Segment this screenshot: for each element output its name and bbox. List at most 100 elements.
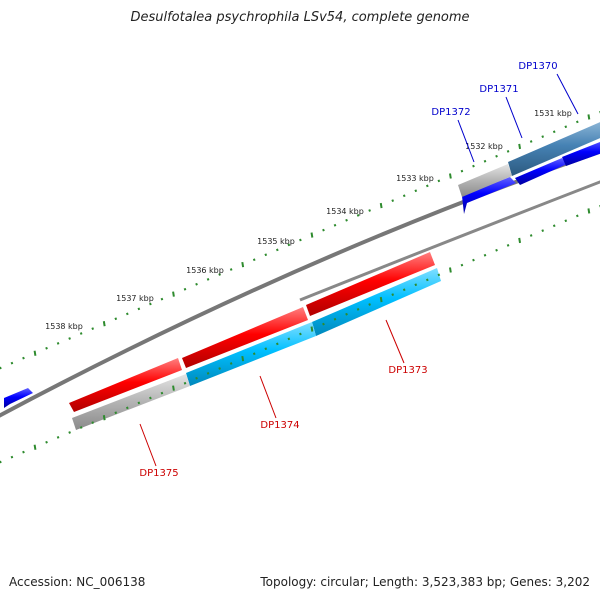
gene-label: DP1372 (431, 107, 470, 118)
ruler-minor-tick (56, 342, 60, 345)
ruler-minor-tick (564, 219, 568, 223)
ruler-minor-tick (322, 322, 325, 326)
ruler-minor-tick (160, 297, 164, 301)
ruler-minor-tick (472, 164, 475, 168)
map-title: Desulfotalea psychrophila LSv54, complet… (130, 10, 470, 25)
ruler-minor-tick (460, 169, 464, 173)
forward-cds-right-3 (562, 141, 600, 166)
ruler-minor-tick (229, 362, 233, 365)
other-feature-gray-top (458, 164, 512, 197)
ruler-major-tick (33, 350, 37, 356)
ruler-minor-tick (160, 391, 164, 395)
ruler-minor-tick (437, 179, 441, 183)
reverse-cds-dp1375 (69, 358, 182, 412)
ruler-minor-tick (472, 258, 475, 262)
ruler-minor-tick (575, 120, 579, 124)
ruler-minor-tick (91, 327, 95, 330)
ruler-minor-tick (402, 288, 406, 292)
ruler-minor-tick (114, 411, 118, 415)
ruler-minor-tick (0, 366, 2, 370)
ruler-minor-tick (125, 312, 129, 316)
ruler-major-tick (449, 173, 452, 179)
tick-labels: 1531 kbp 1532 kbp 1533 kbp 1534 kbp 1535 kbp… (45, 109, 572, 331)
ruler-minor-tick (333, 317, 337, 321)
reverse-cds-dp1373 (306, 252, 435, 316)
ruler-minor-tick (56, 436, 60, 439)
accession-text: Accession: NC_006138 (9, 575, 146, 589)
ruler-minor-tick (460, 263, 464, 267)
gene-leader-line (457, 119, 475, 163)
ruler-minor-tick (252, 352, 256, 356)
tick-label: 1536 kbp (186, 266, 224, 275)
ruler-minor-tick (391, 199, 395, 202)
ruler-major-tick (587, 208, 591, 214)
ruler-minor-tick (229, 268, 233, 271)
forward-cds-right-2 (515, 158, 567, 185)
ruler-major-tick (518, 237, 522, 244)
ruler-minor-tick (275, 342, 279, 346)
ruler-major-tick (518, 143, 522, 150)
gene-leader-line (259, 375, 277, 419)
ruler-major-tick (310, 232, 314, 238)
ruler-minor-tick (529, 140, 533, 143)
ruler-minor-tick (10, 361, 14, 365)
reverse-feature-dp1374 (186, 322, 316, 386)
ruler-minor-tick (414, 189, 418, 193)
ruler-minor-tick (137, 307, 141, 311)
forward-gene-arrows (4, 122, 600, 408)
ruler-minor-tick (183, 381, 187, 385)
reverse-cds-dp1374 (182, 307, 308, 368)
ruler-minor-tick (264, 347, 268, 351)
ruler-minor-tick (541, 229, 545, 232)
ruler-minor-tick (22, 356, 25, 360)
ruler-minor-tick (564, 125, 568, 129)
ruler-minor-tick (552, 224, 556, 228)
forward-cds-right-1 (462, 177, 516, 214)
ruler-minor-tick (299, 238, 302, 242)
ruler-major-tick (241, 355, 245, 362)
ruler-minor-tick (68, 431, 71, 434)
ruler-minor-tick (149, 396, 152, 400)
ruler-minor-tick (206, 372, 210, 375)
gene-label: DP1370 (518, 61, 557, 72)
ruler-major-tick (33, 444, 37, 450)
other-feature-gray-bottom (72, 374, 190, 430)
gene-leader-line (139, 423, 157, 467)
backbone-outer-arc (299, 180, 600, 302)
reverse-feature-dp1373 (312, 268, 441, 336)
ruler-minor-tick (114, 317, 118, 321)
ruler-minor-tick (287, 337, 291, 341)
gene-label: DP1371 (479, 84, 518, 95)
ruler-minor-tick (264, 253, 268, 257)
tick-label: 1538 kbp (45, 322, 83, 331)
ruler-minor-tick (195, 282, 198, 286)
gene-leader-line (385, 319, 405, 364)
ruler-minor-tick (345, 218, 348, 222)
ruler-major-tick (449, 267, 452, 273)
ruler-inner (0, 205, 600, 464)
gene-label: DP1375 (139, 468, 178, 479)
ruler-minor-tick (425, 184, 429, 188)
ruler-major-tick (587, 114, 591, 120)
ruler-minor-tick (137, 401, 141, 405)
ruler-minor-tick (252, 258, 256, 262)
gene-leader-line (505, 96, 523, 139)
ruler-minor-tick (195, 376, 198, 380)
ruler-minor-tick (206, 278, 210, 281)
ruler-minor-tick (322, 228, 325, 232)
ruler-minor-tick (495, 248, 498, 252)
ruler-major-tick (102, 321, 106, 327)
ruler-minor-tick (356, 214, 360, 217)
ruler-minor-tick (391, 293, 395, 296)
tick-label: 1537 kbp (116, 294, 154, 303)
ruler-major-tick (241, 261, 245, 268)
gene-label: DP1373 (388, 365, 427, 376)
ruler-minor-tick (368, 209, 371, 212)
tick-label: 1533 kbp (396, 174, 434, 183)
ruler-minor-tick (506, 244, 510, 247)
ruler-minor-tick (575, 214, 579, 218)
ruler-minor-tick (437, 273, 441, 277)
ruler-minor-tick (79, 426, 83, 429)
